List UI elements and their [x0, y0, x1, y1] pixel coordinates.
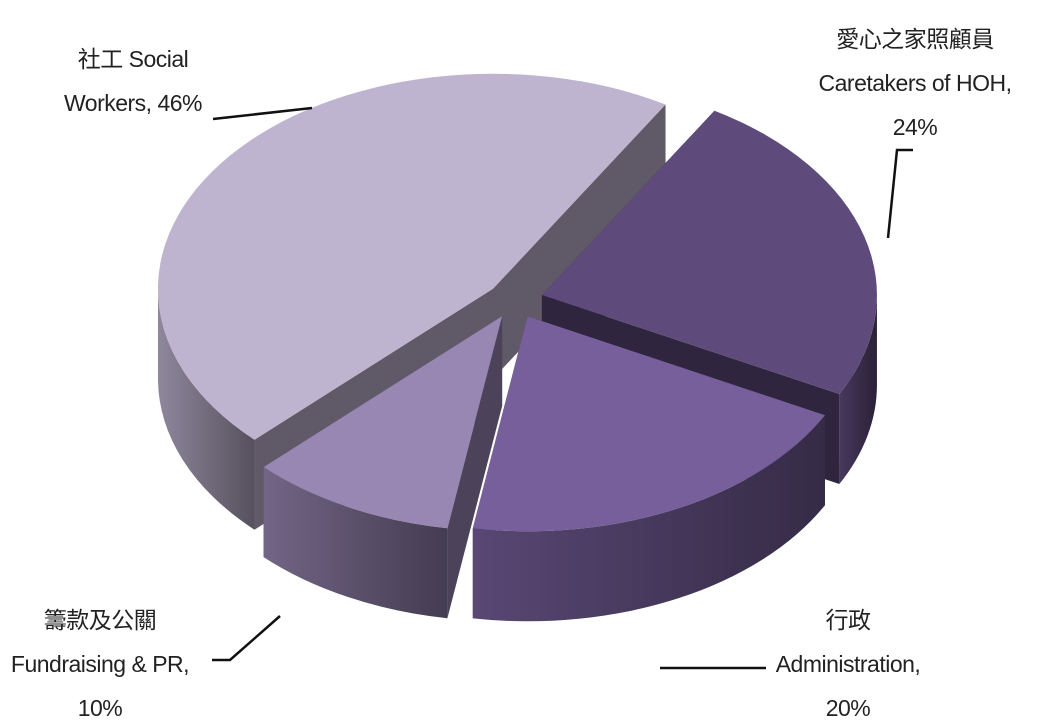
slice-radial-wall: [492, 104, 666, 379]
value-label: 46%: [157, 90, 203, 116]
value-label: 20%: [825, 695, 871, 721]
slice-outer-wall: [263, 467, 448, 619]
leader-line: [212, 106, 313, 121]
slice-outer-wall: [157, 288, 255, 530]
data-label: 行政 Administration, 20%: [756, 598, 941, 728]
tops: [157, 73, 877, 532]
slice-outer-wall: [839, 295, 877, 484]
slice-top: [541, 110, 877, 394]
data-label: 愛心之家照顧員 Caretakers of HOH, 24%: [799, 17, 1031, 149]
leader-line: [886, 148, 913, 239]
slice-outer-wall: [472, 415, 825, 622]
category-label: 愛心之家照顧員 Caretakers of HOH,: [818, 26, 1012, 96]
slice-top: [157, 73, 666, 440]
slice-top: [263, 316, 503, 529]
category-label: 行政 Administration,: [775, 607, 921, 677]
leader-line: [212, 615, 281, 662]
value-label: 24%: [892, 114, 938, 140]
data-label: 社工 Social Workers, 46%: [47, 37, 219, 125]
category-label: 籌款及公關 Fundraising & PR,: [10, 607, 190, 677]
value-label: 10%: [77, 695, 123, 721]
leader-lines: [212, 106, 913, 670]
data-label: 籌款及公關 Fundraising & PR, 10%: [0, 598, 203, 728]
category-label: 社工 Social Workers,: [63, 46, 189, 116]
slice-top: [472, 316, 825, 532]
